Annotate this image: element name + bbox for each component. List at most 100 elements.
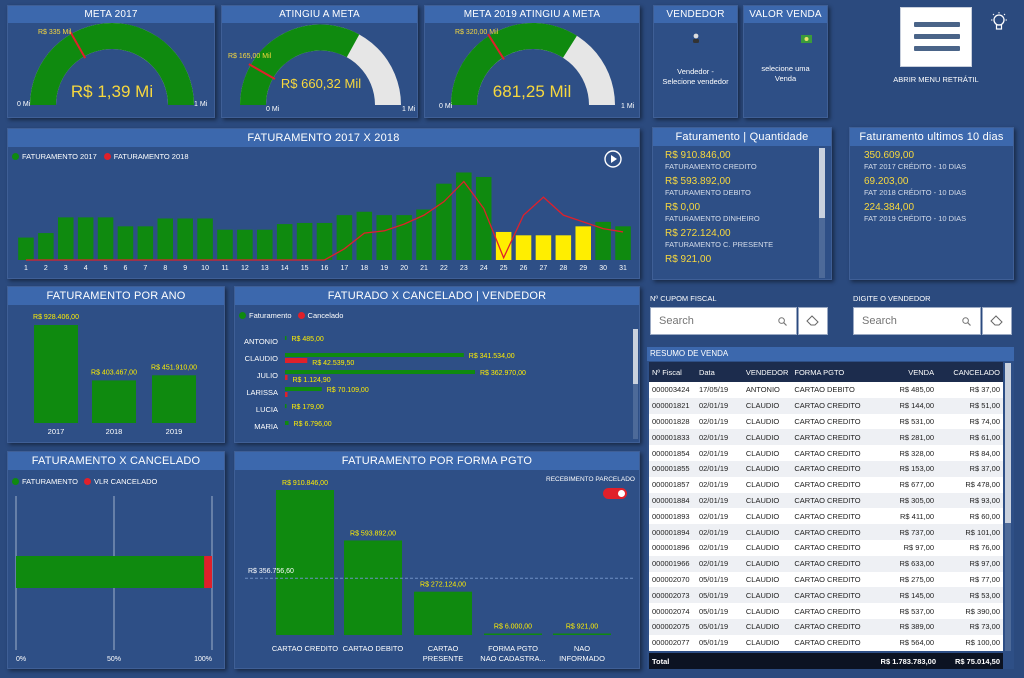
column-header[interactable]: VENDA	[869, 362, 938, 382]
table-row[interactable]: 000001893 02/01/19 CLAUDIO CARTAO CREDITO R$…	[649, 508, 1003, 525]
table-row[interactable]: 000001857 02/01/19 CLAUDIO CARTAO CREDITO R$…	[649, 476, 1003, 493]
year-bar[interactable]	[152, 375, 196, 423]
bar-2017[interactable]	[535, 235, 552, 260]
faturamento-bar[interactable]	[285, 387, 322, 391]
faturamento-bar[interactable]	[285, 370, 475, 374]
forma-pgto-bar[interactable]	[276, 490, 334, 635]
line-2018[interactable]	[25, 180, 624, 261]
vendedor-card[interactable]: VENDEDOR Vendedor - Selecione vendedor	[653, 5, 738, 118]
search-icon[interactable]	[778, 317, 787, 326]
table-row[interactable]: 000002070 05/01/19 CLAUDIO CARTAO CREDITO R$…	[649, 571, 1003, 588]
bar-2017[interactable]	[276, 224, 293, 260]
bar-2017[interactable]	[615, 226, 631, 260]
vendedor-search[interactable]	[853, 307, 981, 335]
bar-2017[interactable]	[495, 231, 512, 260]
forma-pgto-bar[interactable]	[414, 591, 472, 635]
open-menu-button[interactable]	[900, 7, 972, 67]
open-menu-label: ABRIR MENU RETRÁTIL	[893, 75, 979, 84]
bar-2017[interactable]	[436, 183, 452, 260]
x-tick-label: 2017	[48, 427, 65, 436]
cupom-fiscal-clear-button[interactable]	[798, 307, 828, 335]
recebimento-parcelado-toggle[interactable]	[603, 488, 627, 499]
bar-2017[interactable]	[336, 215, 353, 260]
bar-2017[interactable]	[475, 176, 492, 260]
valor-venda-card[interactable]: VALOR VENDA selecione uma Venda	[743, 5, 828, 118]
bar-2017[interactable]	[157, 218, 174, 260]
bar-2017[interactable]	[515, 235, 532, 260]
bar-2017[interactable]	[177, 218, 193, 260]
table-row[interactable]: 000001854 02/01/19 CLAUDIO CARTAO CREDITO R$…	[649, 445, 1003, 461]
cupom-fiscal-search-input[interactable]	[651, 315, 796, 327]
faturamento-bar[interactable]	[285, 353, 464, 357]
bar-2017[interactable]	[296, 222, 313, 260]
table-row[interactable]: 000001966 02/01/19 CLAUDIO CARTAO CREDITO R$…	[649, 555, 1003, 572]
table-row[interactable]: 000001833 02/01/19 CLAUDIO CARTAO CREDITO R$…	[649, 429, 1003, 446]
table-row[interactable]: 000001894 02/01/19 CLAUDIO CARTAO CREDITO R$…	[649, 524, 1003, 540]
year-bar[interactable]	[92, 380, 136, 423]
table-cell: R$ 281,00	[869, 429, 938, 446]
bar-2017[interactable]	[217, 229, 233, 260]
bar-2017[interactable]	[137, 226, 154, 260]
table-row[interactable]: 000003424 17/05/19 ANTONIO CARTAO DEBITO R$ …	[649, 382, 1003, 398]
table-cell: CARTAO CREDITO	[791, 445, 870, 461]
column-header[interactable]: FORMA PGTO	[791, 362, 870, 382]
bar-2017[interactable]	[456, 172, 472, 260]
table-row[interactable]: 000001821 02/01/19 CLAUDIO CARTAO CREDITO R$…	[649, 397, 1003, 414]
bar-2017[interactable]	[38, 233, 54, 260]
bar-2017[interactable]	[396, 215, 412, 260]
search-icon[interactable]	[962, 317, 971, 326]
forma-pgto-bar[interactable]	[344, 540, 402, 635]
column-header[interactable]: Nº Fiscal	[649, 362, 696, 382]
bar-2017[interactable]	[57, 217, 74, 260]
year-bar[interactable]	[34, 325, 78, 423]
scrollbar[interactable]	[819, 148, 825, 278]
bar-2017[interactable]	[575, 226, 592, 260]
forma-pgto-bar[interactable]	[484, 633, 542, 636]
bar-2017[interactable]	[555, 235, 572, 260]
scrollbar[interactable]	[1005, 363, 1011, 651]
column-header[interactable]: Data	[695, 362, 743, 382]
table-row[interactable]: 000001828 02/01/19 CLAUDIO CARTAO CREDITO R$…	[649, 413, 1003, 430]
scrollbar[interactable]	[633, 329, 638, 439]
faturamento-quantidade-value: R$ 910.846,00	[665, 150, 731, 161]
lightbulb-icon[interactable]	[990, 12, 1008, 34]
forma-pgto-bar[interactable]	[553, 633, 611, 636]
bar-2017[interactable]	[376, 215, 392, 260]
bar-2017[interactable]	[356, 211, 373, 260]
table-row[interactable]: 000002073 05/01/19 CLAUDIO CARTAO CREDITO R$…	[649, 587, 1003, 604]
bar-2017[interactable]	[197, 218, 213, 260]
cancelado-bar[interactable]	[204, 556, 212, 588]
bar-2017[interactable]	[77, 217, 94, 260]
cupom-fiscal-search[interactable]	[650, 307, 797, 335]
gauge-panel-meta-2019: META 2019 ATINGIU A META R$ 320,00 Mil 6…	[424, 5, 640, 118]
bar-2017[interactable]	[117, 226, 134, 260]
cancelado-bar[interactable]	[285, 392, 288, 397]
column-header[interactable]: CANCELADO	[937, 362, 1003, 382]
table-row[interactable]: 000002077 05/01/19 CLAUDIO CARTAO CREDITO R$…	[649, 634, 1003, 651]
vendedor-clear-button[interactable]	[982, 307, 1012, 335]
bar-2017[interactable]	[595, 221, 611, 260]
faturamento-quantidade-caption: FATURAMENTO DINHEIRO	[665, 214, 760, 223]
x-tick-label: 28	[559, 265, 567, 272]
bar-2017[interactable]	[416, 209, 432, 260]
table-row[interactable]: 000002074 05/01/19 CLAUDIO CARTAO CREDITO R$…	[649, 603, 1003, 619]
faturamento-bar[interactable]	[16, 556, 205, 588]
column-header[interactable]: VENDEDOR	[742, 362, 792, 382]
bar-2017[interactable]	[18, 237, 34, 260]
play-icon[interactable]	[604, 150, 622, 168]
cancelado-bar[interactable]	[285, 375, 288, 380]
vendedor-search-input[interactable]	[854, 315, 980, 327]
table-cell: R$ 328,00	[869, 445, 938, 461]
faturamento-bar[interactable]	[285, 336, 287, 340]
table-row[interactable]: 000001855 02/01/19 CLAUDIO CARTAO CREDITO R$…	[649, 460, 1003, 477]
bar-2017[interactable]	[97, 217, 114, 260]
faturamento-bar[interactable]	[285, 404, 287, 408]
bar-2017[interactable]	[257, 229, 273, 260]
table-row[interactable]: 000001884 02/01/19 CLAUDIO CARTAO CREDITO R$…	[649, 492, 1003, 509]
table-row[interactable]: 000001896 02/01/19 CLAUDIO CARTAO CREDITO R$…	[649, 539, 1003, 556]
faturamento-bar[interactable]	[285, 421, 289, 425]
cancelado-bar[interactable]	[285, 358, 308, 363]
table-row[interactable]: 000002075 05/01/19 CLAUDIO CARTAO CREDITO R$…	[649, 618, 1003, 635]
bar-2017[interactable]	[237, 229, 253, 260]
bar-2017[interactable]	[316, 222, 333, 260]
